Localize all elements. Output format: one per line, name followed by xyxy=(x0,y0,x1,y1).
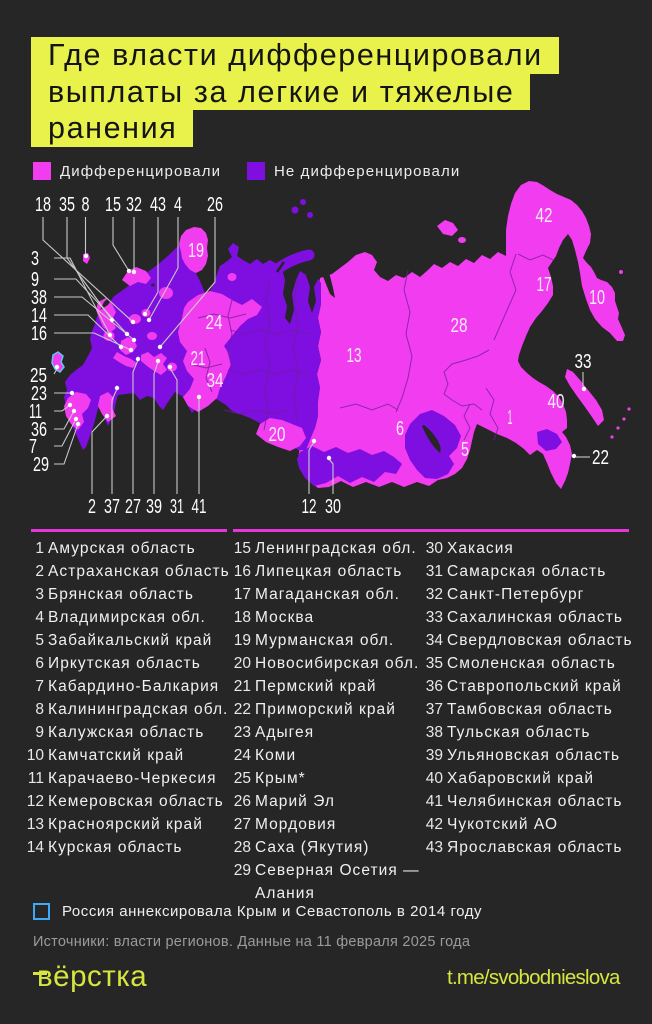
svg-text:7: 7 xyxy=(29,435,37,458)
svg-text:15: 15 xyxy=(105,193,121,216)
svg-text:30: 30 xyxy=(325,495,341,518)
svg-text:24: 24 xyxy=(206,312,223,334)
svg-text:17: 17 xyxy=(537,274,552,296)
svg-text:41: 41 xyxy=(192,495,207,518)
svg-text:3: 3 xyxy=(31,247,39,270)
svg-text:1: 1 xyxy=(508,407,513,429)
svg-text:11: 11 xyxy=(29,400,42,423)
svg-text:33: 33 xyxy=(575,350,592,373)
svg-text:28: 28 xyxy=(451,315,468,337)
svg-text:27: 27 xyxy=(125,495,141,518)
svg-text:2: 2 xyxy=(88,495,96,518)
svg-text:12: 12 xyxy=(302,495,317,518)
svg-text:16: 16 xyxy=(31,322,47,345)
svg-text:9: 9 xyxy=(31,268,39,291)
svg-text:20: 20 xyxy=(269,424,286,446)
svg-text:4: 4 xyxy=(174,193,182,216)
svg-text:22: 22 xyxy=(592,446,609,469)
svg-text:6: 6 xyxy=(396,418,404,440)
svg-text:13: 13 xyxy=(347,345,362,367)
svg-text:31: 31 xyxy=(170,495,184,518)
svg-text:43: 43 xyxy=(150,193,166,216)
svg-text:34: 34 xyxy=(207,370,224,392)
svg-text:14: 14 xyxy=(31,304,47,327)
svg-text:39: 39 xyxy=(146,495,162,518)
svg-text:10: 10 xyxy=(589,287,605,309)
svg-text:19: 19 xyxy=(188,240,204,262)
svg-text:35: 35 xyxy=(59,193,75,216)
svg-text:42: 42 xyxy=(536,205,553,227)
svg-text:18: 18 xyxy=(35,193,51,216)
svg-text:5: 5 xyxy=(461,439,469,461)
svg-text:40: 40 xyxy=(548,391,565,413)
svg-text:21: 21 xyxy=(191,348,206,370)
svg-text:25: 25 xyxy=(30,364,47,387)
svg-text:29: 29 xyxy=(33,453,49,476)
svg-text:26: 26 xyxy=(207,193,223,216)
svg-text:37: 37 xyxy=(104,495,120,518)
svg-text:8: 8 xyxy=(82,193,90,216)
svg-text:36: 36 xyxy=(31,418,47,441)
svg-text:38: 38 xyxy=(31,286,47,309)
svg-text:23: 23 xyxy=(31,382,47,405)
svg-text:32: 32 xyxy=(126,193,142,216)
